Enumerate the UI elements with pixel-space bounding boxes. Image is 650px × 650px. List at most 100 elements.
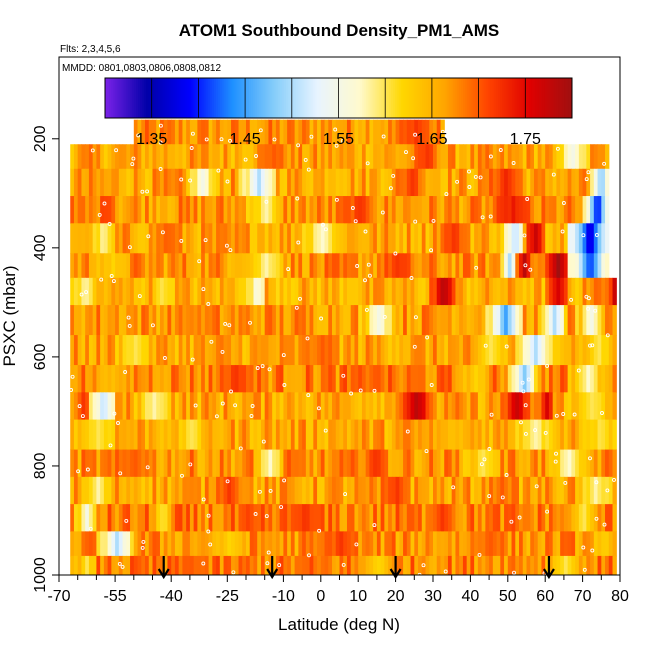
heat-cell bbox=[268, 277, 273, 306]
heat-cell bbox=[447, 168, 453, 197]
heat-cell bbox=[242, 504, 247, 532]
colorbar-segment bbox=[429, 78, 433, 118]
heat-cell bbox=[388, 419, 393, 450]
heat-cell bbox=[474, 144, 479, 170]
colorbar-segment bbox=[455, 78, 458, 118]
heat-cell bbox=[339, 449, 344, 478]
heat-cell bbox=[567, 223, 572, 254]
heat-cell bbox=[552, 531, 558, 557]
heat-cell bbox=[403, 504, 408, 532]
colorbar-segment bbox=[535, 78, 538, 118]
heat-cell bbox=[361, 223, 367, 254]
heat-cell bbox=[231, 277, 236, 306]
heat-cell bbox=[122, 476, 127, 505]
heat-cell bbox=[238, 392, 243, 420]
heat-cell bbox=[425, 392, 430, 420]
heat-cell bbox=[459, 419, 464, 450]
heat-cell bbox=[515, 168, 520, 197]
colorbar-segment bbox=[299, 78, 303, 118]
heat-cell bbox=[141, 253, 146, 279]
heat-cell bbox=[507, 392, 513, 420]
heat-cell bbox=[332, 335, 337, 366]
heat-cell bbox=[418, 449, 423, 478]
heat-cell bbox=[100, 555, 105, 576]
heat-cell bbox=[429, 449, 434, 478]
heat-cell bbox=[466, 419, 471, 450]
heat-cell bbox=[418, 119, 423, 145]
colorbar-segment bbox=[134, 78, 137, 118]
heat-cell bbox=[545, 555, 550, 576]
heat-cell bbox=[511, 419, 516, 450]
heat-cell bbox=[567, 144, 572, 170]
heat-cell bbox=[257, 365, 262, 393]
heat-cell bbox=[399, 531, 404, 557]
heat-cell bbox=[601, 392, 606, 420]
heat-cell bbox=[526, 555, 531, 576]
heat-cell bbox=[249, 305, 255, 336]
heat-cell bbox=[563, 253, 569, 279]
heat-cell bbox=[556, 555, 561, 576]
heat-cell bbox=[111, 144, 116, 170]
heat-cell bbox=[313, 335, 318, 366]
heat-cell bbox=[451, 419, 457, 450]
heat-cell bbox=[77, 277, 83, 306]
sample-point bbox=[201, 287, 206, 292]
heat-cell bbox=[436, 144, 442, 170]
heat-cell bbox=[346, 144, 352, 170]
heat-cell bbox=[440, 335, 445, 366]
heat-cell bbox=[560, 335, 565, 366]
heat-cell bbox=[234, 365, 240, 393]
heat-cell bbox=[313, 119, 318, 145]
heat-cell bbox=[533, 144, 539, 170]
heat-cell bbox=[107, 223, 112, 254]
heat-cell bbox=[474, 504, 479, 532]
heat-cell bbox=[234, 253, 240, 279]
heat-cell bbox=[444, 504, 449, 532]
heat-cell bbox=[339, 365, 344, 393]
heat-cell bbox=[208, 119, 213, 145]
heat-cell bbox=[388, 555, 393, 576]
colorbar-segment bbox=[451, 78, 454, 118]
heat-cell bbox=[612, 335, 617, 366]
heat-cell bbox=[133, 335, 139, 366]
heat-cell bbox=[608, 277, 614, 306]
heat-cell bbox=[130, 253, 135, 279]
heat-cell bbox=[388, 168, 393, 197]
heat-cell bbox=[548, 277, 554, 306]
heat-cell bbox=[410, 168, 415, 197]
heat-cell bbox=[107, 419, 112, 450]
heat-cell bbox=[216, 253, 221, 279]
heat-cell bbox=[313, 531, 318, 557]
heat-cell bbox=[552, 392, 558, 420]
heat-cell bbox=[171, 196, 176, 224]
heat-cell bbox=[485, 504, 490, 532]
colorbar-segment bbox=[564, 78, 567, 118]
heat-cell bbox=[115, 419, 120, 450]
heat-cell bbox=[201, 144, 206, 170]
heat-cell bbox=[376, 335, 382, 366]
heat-cell bbox=[268, 504, 273, 532]
heat-cell bbox=[268, 531, 273, 557]
heat-cell bbox=[477, 392, 483, 420]
heat-cell bbox=[268, 392, 273, 420]
heat-cell bbox=[597, 196, 602, 224]
x-tick-label: 10 bbox=[349, 588, 367, 605]
colorbar-segment bbox=[188, 78, 192, 118]
heat-cell bbox=[530, 253, 535, 279]
heat-cell bbox=[384, 365, 389, 393]
heat-cell bbox=[560, 504, 565, 532]
colorbar-segment bbox=[468, 78, 472, 118]
heat-cell bbox=[302, 419, 307, 450]
heat-cell bbox=[103, 555, 109, 576]
colorbar-segment bbox=[457, 78, 460, 118]
heat-cell bbox=[189, 335, 195, 366]
heat-cell bbox=[522, 277, 528, 306]
heat-cell bbox=[567, 419, 572, 450]
heat-cell bbox=[92, 476, 97, 505]
heat-cell bbox=[148, 253, 154, 279]
sample-point bbox=[393, 251, 398, 256]
heat-cell bbox=[249, 449, 255, 478]
colorbar-segment bbox=[161, 78, 164, 118]
heat-cell bbox=[320, 196, 326, 224]
heat-cell bbox=[496, 449, 501, 478]
